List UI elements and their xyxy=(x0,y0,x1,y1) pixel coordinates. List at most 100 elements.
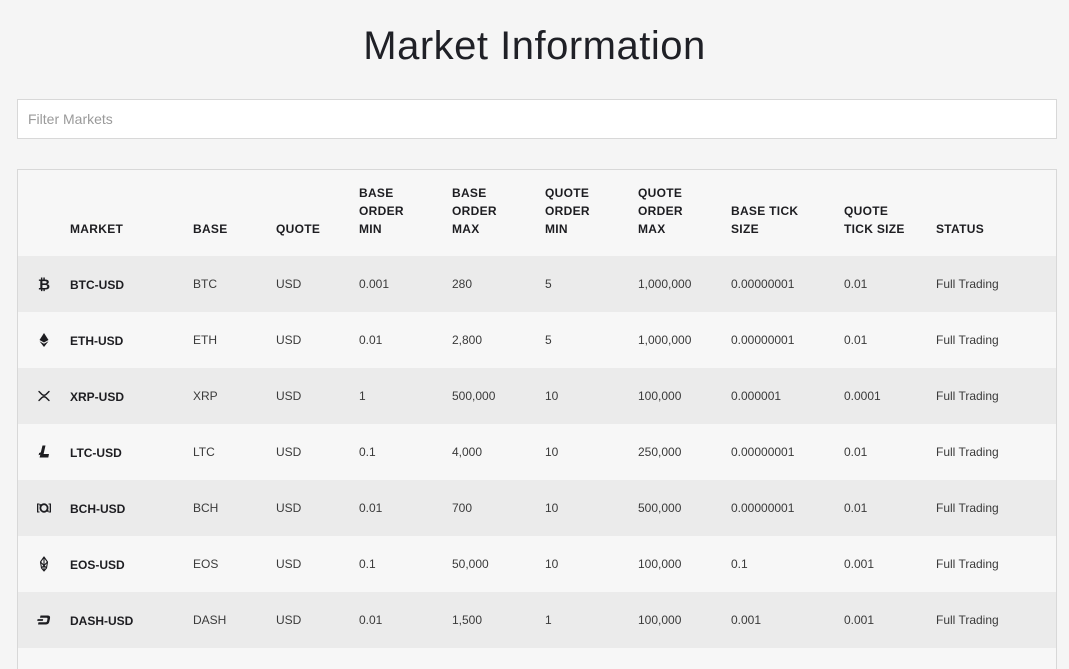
header-line: ORDER xyxy=(638,204,683,218)
cell-market[interactable]: ETH-USD xyxy=(70,334,124,348)
coin-icon-cell xyxy=(18,312,70,368)
cell-quote-tick-size: 0.01 xyxy=(844,445,868,459)
cell-quote-order-min: 10 xyxy=(545,445,559,459)
cell-base-order-max: 700 xyxy=(452,501,473,515)
cell-base-order-max: 50,000 xyxy=(452,557,489,571)
header-line: BASE xyxy=(452,186,487,200)
header-base-order-max[interactable]: BASE ORDER MAX xyxy=(452,170,545,256)
cell-base-order-min: 0.01 xyxy=(359,501,383,515)
svg-text:₿: ₿ xyxy=(38,276,50,294)
cell-quote-order-max: 500,000 xyxy=(638,501,682,515)
cell-market[interactable]: DASH-USD xyxy=(70,614,134,628)
header-line: MIN xyxy=(359,222,382,236)
coin-icon-cell: ₿ xyxy=(18,256,70,312)
header-line: MAX xyxy=(452,222,480,236)
cell-base-order-min: 0.1 xyxy=(359,557,376,571)
cell-base-order-max: 500,000 xyxy=(452,389,496,403)
table-row[interactable]: XRP-USD XRP USD 1 500,000 10 100,000 0.000001 0.… xyxy=(18,368,1056,424)
cell-market[interactable]: XRP-USD xyxy=(70,390,125,404)
cell-quote-order-min: 10 xyxy=(545,557,559,571)
cell-quote-order-max: 100,000 xyxy=(638,613,682,627)
cell-quote-order-min: 10 xyxy=(545,389,559,403)
cell-quote: USD xyxy=(276,557,302,571)
coin-icon-cell xyxy=(18,424,70,480)
coin-icon-cell xyxy=(18,592,70,648)
cell-status: Full Trading xyxy=(936,557,999,571)
cell-quote-tick-size: 0.001 xyxy=(844,613,875,627)
table-row[interactable]: DASH-USD DASH USD 0.01 1,500 1 100,000 0.001 0.0… xyxy=(18,592,1056,648)
cell-base-order-min: 0.01 xyxy=(359,613,383,627)
table-row[interactable]: BCH-USD BCH USD 0.01 700 10 500,000 0.00000001 0… xyxy=(18,480,1056,536)
cell-base: ETH xyxy=(193,333,217,347)
cell-quote: USD xyxy=(276,613,302,627)
cell-base-order-max: 4,000 xyxy=(452,445,483,459)
cell-quote-order-max: 100,000 xyxy=(638,389,682,403)
cell-quote-order-max: 250,000 xyxy=(638,445,682,459)
header-status[interactable]: STATUS xyxy=(936,222,985,236)
cell-base-order-min: 0.001 xyxy=(359,277,390,291)
cell-quote-order-min: 5 xyxy=(545,277,552,291)
header-quote-order-max[interactable]: QUOTE ORDER MAX xyxy=(638,170,731,256)
header-base-order-min[interactable]: BASE ORDER MIN xyxy=(359,170,452,256)
table-row[interactable]: ETH-USD ETH USD 0.01 2,800 5 1,000,000 0.000000… xyxy=(18,312,1056,368)
cell-status: Full Trading xyxy=(936,445,999,459)
table-row[interactable]: ₿ BTC-USD BTC USD 0.001 280 5 1,000,000 0.000000… xyxy=(18,256,1056,312)
cell-market[interactable]: BCH-USD xyxy=(70,502,126,516)
cell-base: DASH xyxy=(193,613,227,627)
cell-base: BTC xyxy=(193,277,217,291)
bitcoin-cash-icon xyxy=(35,499,53,517)
cell-quote-tick-size: 0.01 xyxy=(844,333,868,347)
header-line: BASE xyxy=(359,186,394,200)
cell-base-tick-size: 0.00000001 xyxy=(731,445,795,459)
cell-status: Full Trading xyxy=(936,501,999,515)
cell-base-tick-size: 0.1 xyxy=(731,557,748,571)
cell-base: LTC xyxy=(193,445,215,459)
cell-base-order-min: 0.01 xyxy=(359,333,383,347)
cell-status: Full Trading xyxy=(936,277,999,291)
cell-quote-tick-size: 0.001 xyxy=(844,557,875,571)
cell-base-tick-size: 0.00000001 xyxy=(731,333,795,347)
cell-status: Full Trading xyxy=(936,613,999,627)
header-quote[interactable]: QUOTE xyxy=(276,222,321,236)
header-icon xyxy=(18,170,70,256)
filter-markets-input[interactable] xyxy=(17,99,1057,139)
cell-quote: USD xyxy=(276,277,302,291)
header-line: QUOTE xyxy=(638,186,683,200)
header-line: SIZE xyxy=(731,222,759,236)
cell-base-order-max: 2,800 xyxy=(452,333,483,347)
header-quote-tick-size[interactable]: QUOTE TICK SIZE xyxy=(844,170,936,256)
header-line: MAX xyxy=(638,222,666,236)
cell-market[interactable]: EOS-USD xyxy=(70,558,125,572)
table-header-row: MARKET BASE QUOTE BASE ORDER MIN BASE OR… xyxy=(18,170,1056,256)
cell-base-order-min: 1 xyxy=(359,389,366,403)
cell-quote-order-max: 1,000,000 xyxy=(638,277,692,291)
header-line: ORDER xyxy=(545,204,590,218)
cell-quote-order-max: 1,000,000 xyxy=(638,333,692,347)
header-line: QUOTE xyxy=(844,204,889,218)
cell-quote: USD xyxy=(276,389,302,403)
cell-quote-order-min: 10 xyxy=(545,501,559,515)
header-market[interactable]: MARKET xyxy=(70,222,124,236)
cell-base-order-max: 1,500 xyxy=(452,613,483,627)
bitcoin-icon: ₿ xyxy=(35,275,53,294)
ripple-icon xyxy=(35,387,53,405)
cell-quote: USD xyxy=(276,501,302,515)
cell-quote-tick-size: 0.01 xyxy=(844,501,868,515)
cell-market[interactable]: BTC-USD xyxy=(70,278,124,292)
header-line: QUOTE xyxy=(545,186,590,200)
cell-quote-order-min: 5 xyxy=(545,333,552,347)
coin-icon-cell xyxy=(18,368,70,424)
header-quote-order-min[interactable]: QUOTE ORDER MIN xyxy=(545,170,638,256)
markets-table-container: MARKET BASE QUOTE BASE ORDER MIN BASE OR… xyxy=(17,169,1057,669)
header-base[interactable]: BASE xyxy=(193,222,228,236)
table-row[interactable]: EOS-USD EOS USD 0.1 50,000 10 100,000 0.1 0.001 F… xyxy=(18,536,1056,592)
cell-base-tick-size: 0.00000001 xyxy=(731,277,795,291)
cell-market[interactable]: LTC-USD xyxy=(70,446,122,460)
cell-quote: USD xyxy=(276,445,302,459)
cell-base-tick-size: 0.000001 xyxy=(731,389,782,403)
header-base-tick-size[interactable]: BASE TICK SIZE xyxy=(731,170,844,256)
cell-base: EOS xyxy=(193,557,219,571)
table-row[interactable]: LTC-USD LTC USD 0.1 4,000 10 250,000 0.00000001… xyxy=(18,424,1056,480)
eos-icon xyxy=(35,555,53,573)
cell-base-order-min: 0.1 xyxy=(359,445,376,459)
